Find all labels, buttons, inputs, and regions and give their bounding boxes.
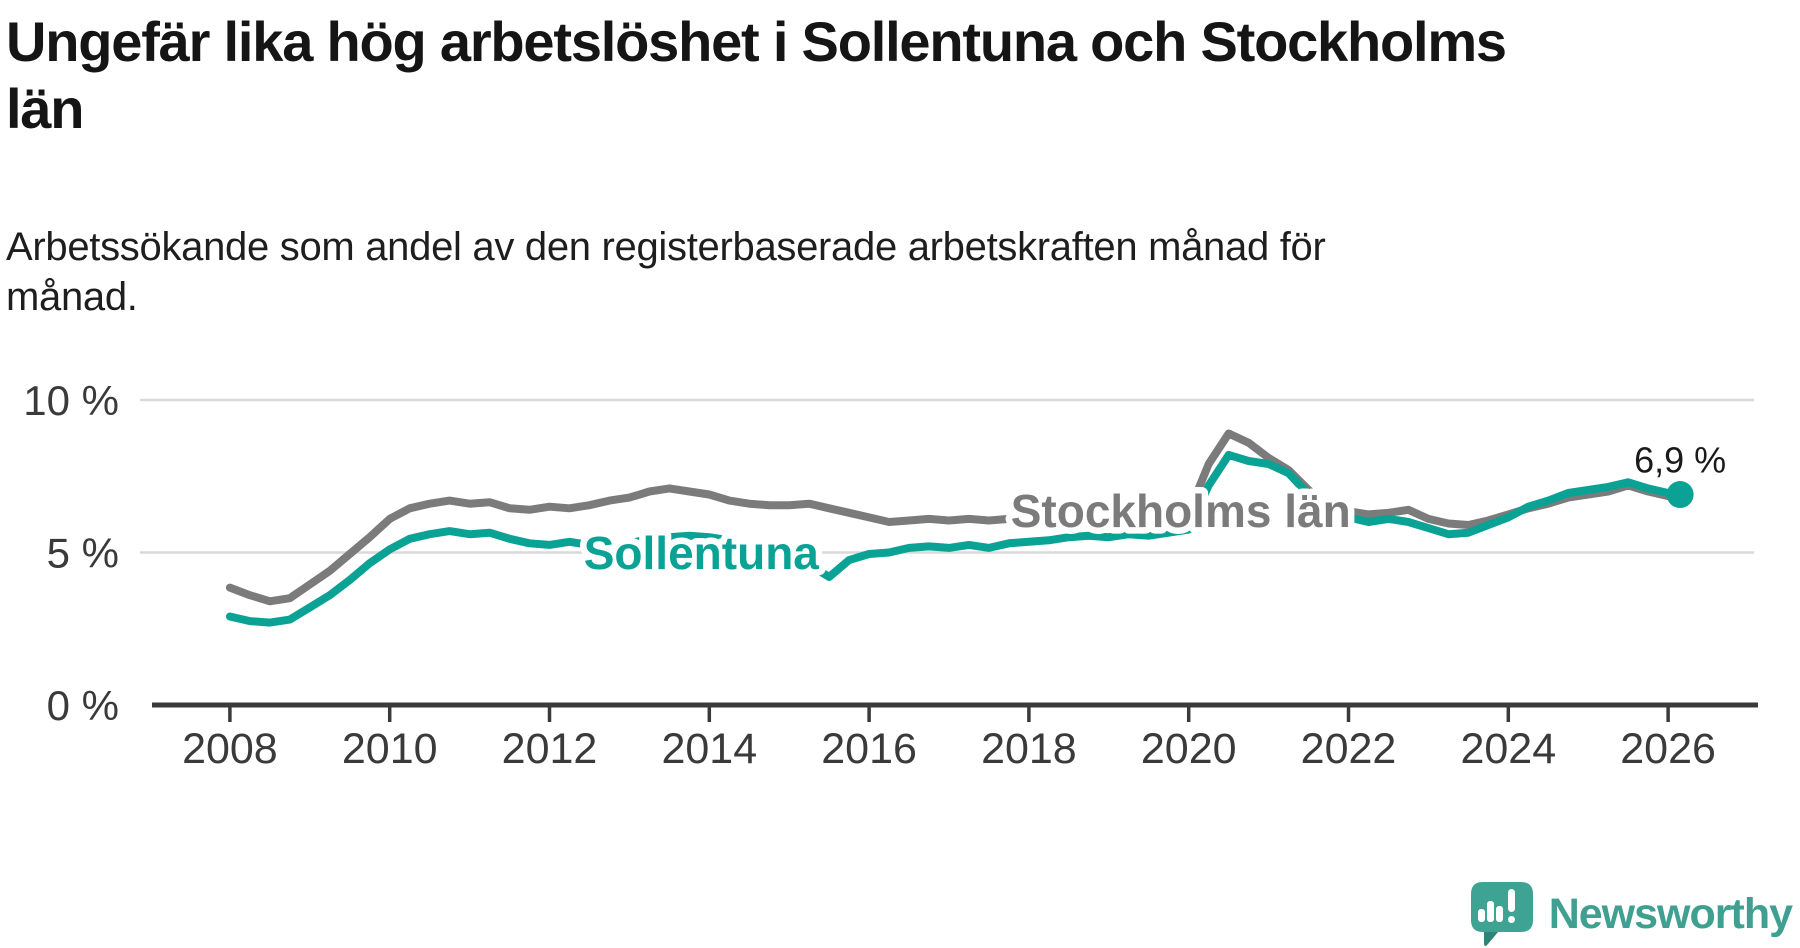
latest-value-label: 6,9 % <box>1634 440 1726 481</box>
series-line-sollentuna <box>225 450 1685 627</box>
chart-subtitle: Arbetssökande som andel av den registerb… <box>6 222 1326 322</box>
x-axis-label-2012: 2012 <box>502 725 598 773</box>
x-axis-label-2022: 2022 <box>1301 725 1397 773</box>
y-axis-label-10: 10 % <box>23 377 119 424</box>
y-axis-label-5: 5 % <box>47 529 119 576</box>
page-title-line-2: län <box>6 77 85 140</box>
x-axis-label-2008: 2008 <box>182 725 278 773</box>
icon-bar-medium <box>1495 906 1503 922</box>
series-label-sollentuna: Sollentuna <box>584 527 820 579</box>
page-title: Ungefär lika hög arbetslöshet i Sollentu… <box>6 8 1507 142</box>
newsworthy-logo: Newsworthy <box>1470 880 1793 948</box>
icon-exclamation-dot <box>1507 916 1515 923</box>
page-title-line-1: Ungefär lika hög arbetslöshet i Sollentu… <box>6 10 1507 73</box>
chart-subtitle-line-2: månad. <box>6 275 138 319</box>
series-label-stockholms-län: Stockholms län <box>1011 485 1351 537</box>
series-line-stockholms-län <box>225 429 1681 606</box>
x-axis-label-2018: 2018 <box>981 725 1077 773</box>
latest-value-dot <box>1666 481 1694 509</box>
x-axis-label-2010: 2010 <box>342 725 438 773</box>
icon-bar-tall <box>1486 901 1494 922</box>
chart-subtitle-line-1: Arbetssökande som andel av den registerb… <box>6 225 1326 269</box>
speech-bubble-tail <box>1483 932 1498 946</box>
icon-exclamation-bar <box>1507 889 1515 912</box>
newsworthy-icon <box>1470 882 1533 946</box>
x-axis-label-2024: 2024 <box>1460 725 1556 773</box>
x-axis-label-2014: 2014 <box>661 725 757 773</box>
x-axis-label-2016: 2016 <box>821 725 917 773</box>
icon-bar-short <box>1477 909 1485 922</box>
y-axis-label-0: 0 % <box>47 682 119 729</box>
x-axis-label-2020: 2020 <box>1141 725 1237 773</box>
x-axis-label-2026: 2026 <box>1620 725 1716 773</box>
newsworthy-wordmark: Newsworthy <box>1548 889 1793 938</box>
